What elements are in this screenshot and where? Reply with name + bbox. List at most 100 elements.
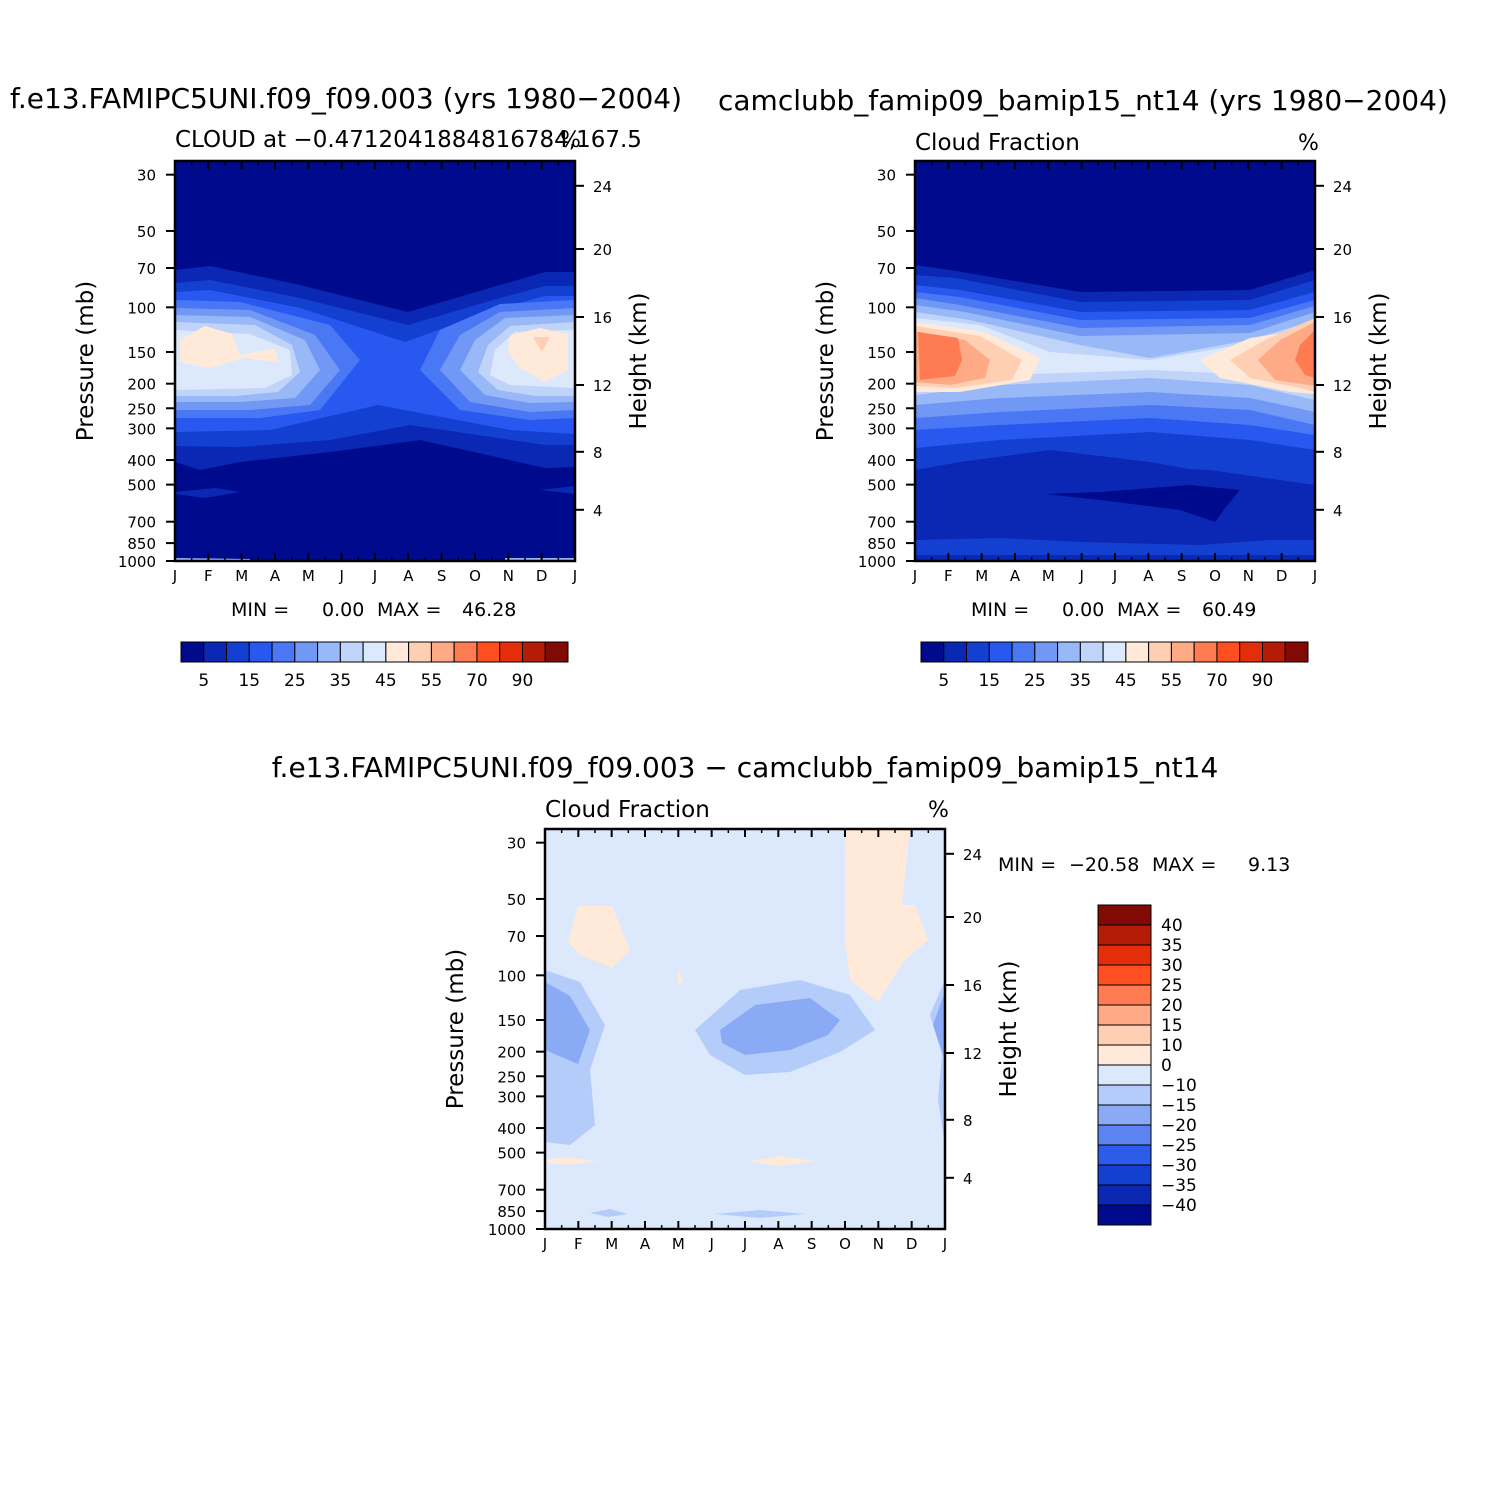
x-tick-label: M	[235, 567, 248, 585]
colorbar-swatch	[362, 641, 387, 663]
pressure-tick-label: 70	[137, 260, 156, 278]
panel-2-ylabel-right: Height (km)	[1366, 292, 1392, 429]
x-tick-label: F	[944, 567, 953, 585]
pressure-tick-label: 100	[497, 967, 526, 985]
colorbar-swatch	[180, 641, 205, 663]
x-tick-label: J	[742, 1235, 747, 1253]
pressure-tick-label: 300	[497, 1088, 526, 1106]
colorbar-swatch	[1261, 641, 1286, 663]
panel-3-contour-neg-850b	[715, 1210, 805, 1218]
x-tick-label: J	[1078, 567, 1083, 585]
x-tick-label: A	[773, 1235, 784, 1253]
x-tick-label: A	[270, 567, 281, 585]
panel-2-case-title: camclubb_famip09_bamip15_nt14 (yrs 1980−…	[718, 84, 1448, 117]
x-tick-label: J	[372, 567, 377, 585]
colorbar-swatch	[988, 641, 1013, 663]
colorbar-label: 90	[1252, 671, 1274, 691]
x-tick-label: O	[839, 1235, 851, 1253]
panel-2-min-label: MIN =	[971, 599, 1029, 621]
panel-3-min-label: MIN =	[998, 854, 1056, 876]
pressure-tick-label: 150	[497, 1012, 526, 1030]
panel-3-field	[545, 829, 945, 1229]
panel-3-contour-pos-tiny	[678, 968, 683, 984]
colorbar-label: −20	[1161, 1116, 1197, 1136]
height-tick-label: 20	[593, 241, 612, 259]
colorbar-label: 5	[938, 671, 949, 691]
panel-1-subtitle: CLOUD at −0.47120418848167‌84,167.5	[175, 127, 642, 153]
panel-2-contour-low15	[915, 538, 1315, 555]
colorbar-swatch	[1193, 641, 1218, 663]
panel-3-axes: J F M A M J J A S O N D J 30 50 70 100 150 200 250 300 400 500…	[488, 829, 982, 1253]
panel-1: f.e13.FAMIPC5UNI.f09_f09.003 (yrs 1980−2…	[10, 82, 682, 691]
panel-2-min-value: 0.00	[1062, 599, 1104, 621]
panel-3-case-title: f.e13.FAMIPC5UNI.f09_f09.003 − camclubb_…	[272, 751, 1219, 784]
x-tick-label: F	[574, 1235, 583, 1253]
pressure-tick-label: 500	[497, 1145, 526, 1163]
x-tick-label: O	[469, 567, 481, 585]
x-tick-label: J	[942, 1235, 947, 1253]
x-tick-label: M	[1042, 567, 1055, 585]
x-tick-label: J	[708, 1235, 713, 1253]
colorbar-label: 55	[421, 671, 443, 691]
colorbar-swatch	[1097, 1024, 1152, 1046]
x-tick-label: J	[912, 567, 917, 585]
pressure-tick-label: 1000	[488, 1221, 526, 1239]
colorbar-swatch	[1097, 964, 1152, 986]
colorbar-label: −40	[1161, 1196, 1197, 1216]
pressure-tick-label: 300	[127, 420, 156, 438]
colorbar-label: 40	[1161, 916, 1183, 936]
colorbar-label: 70	[466, 671, 488, 691]
panel-2-max-label: MAX =	[1117, 599, 1181, 621]
colorbar-label: 35	[1161, 936, 1183, 956]
panel-2-contour-65b	[1295, 330, 1315, 378]
colorbar-swatch	[385, 641, 410, 663]
pressure-tick-label: 200	[497, 1044, 526, 1062]
colorbar-swatch	[1097, 1004, 1152, 1026]
colorbar-label: 5	[198, 671, 209, 691]
height-tick-label: 4	[963, 1170, 973, 1188]
colorbar-swatch	[544, 641, 569, 663]
panel-3-contour-neg15-right	[933, 992, 945, 1060]
colorbar-label: 30	[1161, 956, 1183, 976]
height-tick-label: 4	[1333, 502, 1343, 520]
panel-3-ylabel-right: Height (km)	[996, 960, 1022, 1097]
panel-2-field	[915, 161, 1315, 561]
colorbar-swatch	[1097, 1064, 1152, 1086]
colorbar-label: 0	[1161, 1056, 1172, 1076]
pressure-tick-label: 50	[507, 891, 526, 909]
pressure-tick-label: 250	[867, 400, 896, 418]
x-tick-label: J	[1112, 567, 1117, 585]
colorbar-swatch	[1097, 1084, 1152, 1106]
pressure-tick-label: 500	[127, 477, 156, 495]
height-tick-label: 20	[1333, 241, 1352, 259]
colorbar-swatch	[966, 641, 990, 663]
colorbar-swatch	[1216, 641, 1241, 663]
colorbar-label: −30	[1161, 1156, 1197, 1176]
panel-1-max-label: MAX =	[377, 599, 441, 621]
pressure-tick-label: 500	[867, 477, 896, 495]
colorbar-label: 15	[1161, 1016, 1183, 1036]
x-tick-label: M	[302, 567, 315, 585]
colorbar-swatch	[1239, 641, 1263, 663]
colorbar-swatch	[521, 641, 546, 663]
colorbar-label: 15	[238, 671, 260, 691]
x-tick-label: O	[1209, 567, 1221, 585]
colorbar-swatch	[248, 641, 273, 663]
colorbar-label: 45	[1115, 671, 1137, 691]
panel-3-contour-neg-850a	[590, 1209, 628, 1217]
height-tick-label: 16	[963, 977, 982, 995]
panel-1-field	[175, 161, 575, 561]
colorbar-swatch	[1097, 1124, 1152, 1146]
colorbar-swatch	[453, 641, 478, 663]
pressure-tick-label: 70	[507, 928, 526, 946]
panel-2-contour-low5	[1045, 485, 1240, 522]
panel-3-max-value: 9.13	[1248, 854, 1290, 876]
panel-2-ylabel-left: Pressure (mb)	[813, 281, 839, 441]
colorbar-swatch	[339, 641, 364, 663]
panel-2-max-value: 60.49	[1202, 599, 1256, 621]
panel-1-min-value: 0.00	[322, 599, 364, 621]
panel-3-contour-neg15-left	[545, 982, 590, 1064]
height-tick-label: 24	[963, 846, 982, 864]
